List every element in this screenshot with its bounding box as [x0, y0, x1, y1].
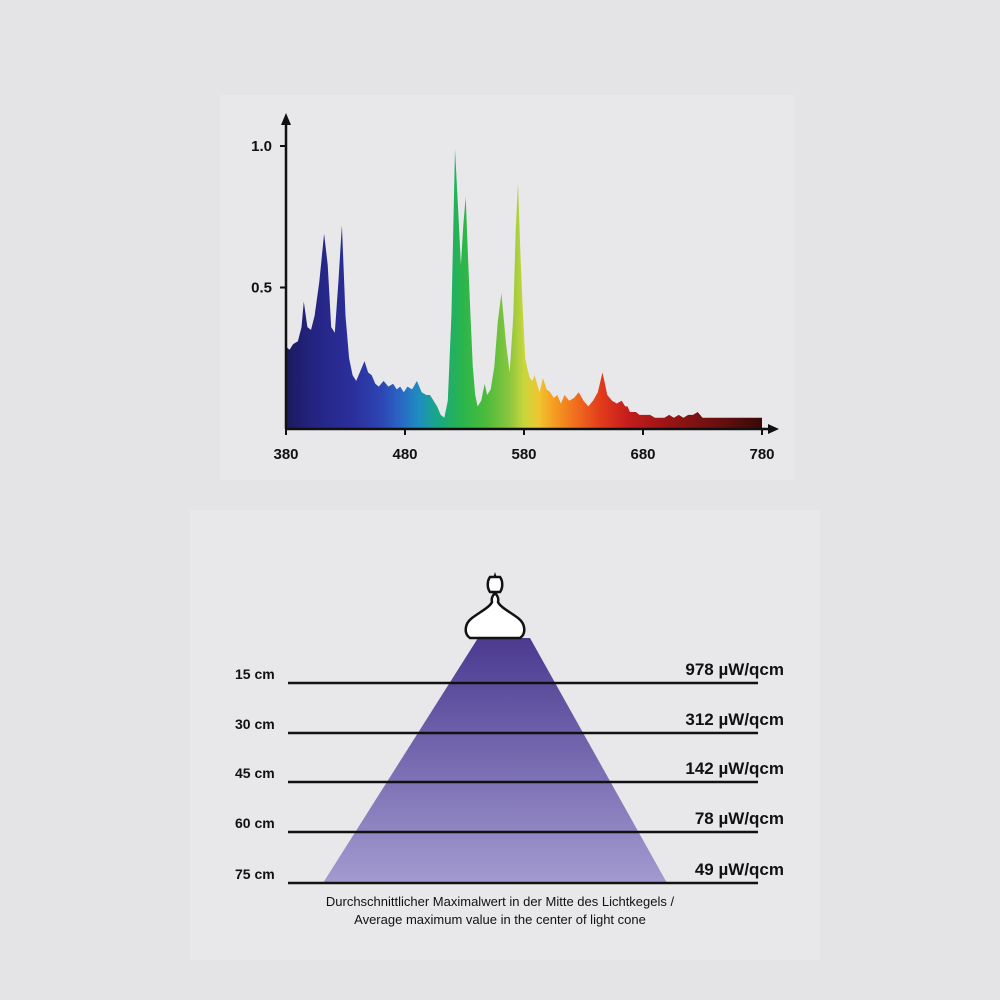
x-tick-label: 780 — [749, 446, 774, 463]
caption-line-2: Average maximum value in the center of l… — [354, 912, 646, 927]
caption-line-1: Durchschnittlicher Maximalwert in der Mi… — [326, 894, 675, 909]
intensity-value: 978 µW/qcm — [685, 660, 784, 679]
y-tick-label: 0.5 — [251, 280, 272, 297]
distance-row: 30 cm 312 µW/qcm — [235, 710, 784, 735]
light-cone — [323, 638, 667, 883]
y-axis-arrow — [281, 113, 291, 125]
distance-label: 15 cm — [235, 666, 275, 682]
spectrum-chart-panel: 380 480 580 680 780 1.0 0.5 — [220, 95, 795, 480]
bulb-icon — [464, 572, 526, 640]
distance-row: 60 cm 78 µW/qcm — [235, 809, 784, 834]
x-tick-label: 380 — [273, 446, 298, 463]
distance-label: 30 cm — [235, 716, 275, 732]
spectrum-area — [286, 148, 762, 430]
intensity-value: 49 µW/qcm — [695, 860, 784, 879]
distance-row: 45 cm 142 µW/qcm — [235, 759, 784, 784]
x-tick-label: 680 — [630, 446, 655, 463]
intensity-value: 312 µW/qcm — [685, 710, 784, 729]
light-cone-diagram: 15 cm 978 µW/qcm 30 cm 312 µW/qcm 45 cm 142 µ… — [235, 572, 784, 927]
distance-row: 15 cm 978 µW/qcm — [235, 660, 784, 685]
intensity-value: 142 µW/qcm — [685, 759, 784, 778]
distance-label: 60 cm — [235, 815, 275, 831]
x-tick-label: 480 — [392, 446, 417, 463]
y-tick-label: 1.0 — [251, 138, 272, 155]
distance-row: 75 cm 49 µW/qcm — [235, 860, 784, 885]
spectrum-chart: 380 480 580 680 780 1.0 0.5 — [251, 113, 779, 463]
distance-label: 75 cm — [235, 866, 275, 882]
distance-label: 45 cm — [235, 765, 275, 781]
light-cone-panel: 15 cm 978 µW/qcm 30 cm 312 µW/qcm 45 cm 142 µ… — [190, 510, 820, 960]
intensity-value: 78 µW/qcm — [695, 809, 784, 828]
x-tick-label: 580 — [511, 446, 536, 463]
x-axis-arrow — [768, 424, 779, 434]
